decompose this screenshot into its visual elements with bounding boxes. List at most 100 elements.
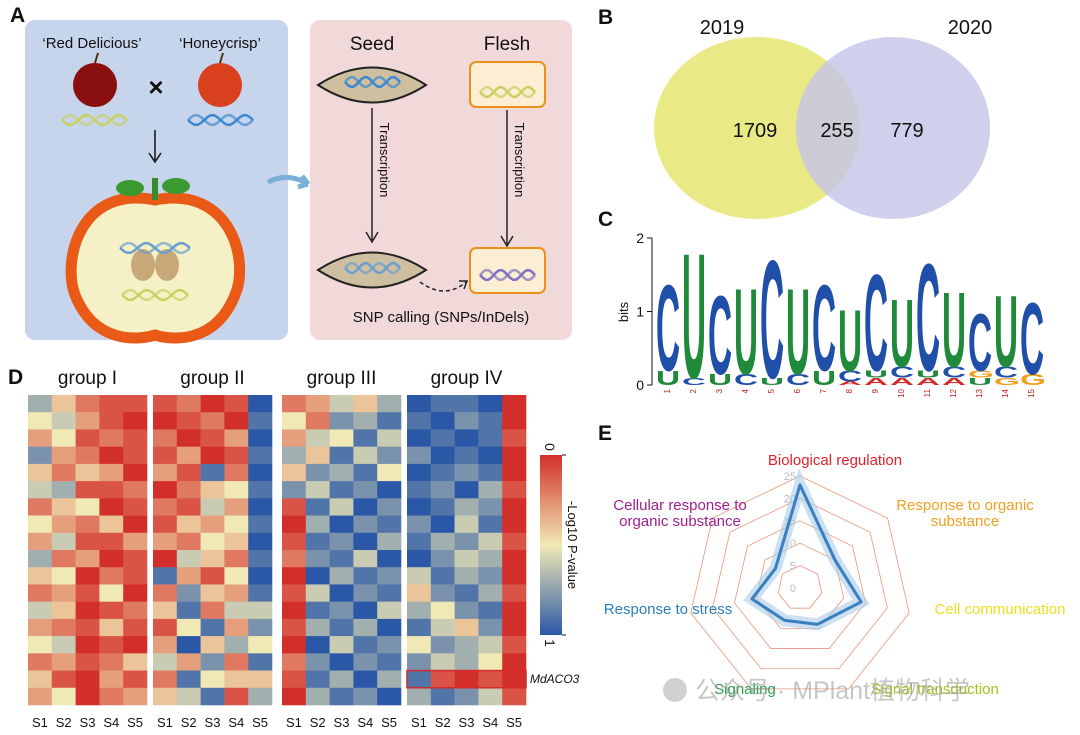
logo-letter: G <box>1020 372 1046 389</box>
heat-cell <box>51 601 76 620</box>
column-label: S3 <box>205 715 221 730</box>
heat-cell <box>305 446 330 465</box>
heat-cell <box>75 446 100 465</box>
x-tick-label: 14 <box>1001 388 1010 397</box>
heat-cell <box>248 584 273 602</box>
heat-cell <box>430 584 455 602</box>
logo-letter: U <box>656 367 680 390</box>
heat-cell <box>224 670 249 689</box>
heat-cell <box>123 395 148 413</box>
tissue-label: Flesh <box>484 34 530 55</box>
heat-cell <box>377 498 402 516</box>
heat-cell <box>502 601 527 620</box>
logo-letter: U <box>786 265 810 401</box>
heat-cell <box>51 481 76 499</box>
heat-cell <box>407 636 432 654</box>
heat-cell <box>176 463 201 482</box>
heat-cell <box>153 601 178 620</box>
heat-cell <box>407 481 432 499</box>
heat-cell <box>353 412 378 430</box>
logo-letter: C <box>890 365 914 382</box>
heat-cell <box>99 584 124 602</box>
heat-cell <box>99 670 124 689</box>
heat-cell <box>248 429 273 447</box>
heat-cell <box>28 429 53 447</box>
heat-cell <box>51 429 76 447</box>
x-tick-label: 5 <box>767 388 776 393</box>
heat-cell <box>51 584 76 602</box>
heat-cell <box>478 429 503 447</box>
heat-cell <box>454 618 479 637</box>
heat-cell <box>407 584 432 602</box>
heat-cell <box>478 532 503 551</box>
heat-cell <box>224 636 249 654</box>
heat-cell <box>282 567 307 585</box>
heat-cell <box>75 584 100 602</box>
dna <box>344 75 401 89</box>
heat-cell <box>377 687 402 706</box>
logo-letter: C <box>708 272 732 398</box>
logo-letter: A <box>942 376 966 387</box>
heat-cell <box>200 498 225 516</box>
heat-cell <box>28 567 53 585</box>
heat-cell <box>430 532 455 551</box>
heat-cell <box>478 601 503 620</box>
heat-cell <box>430 601 455 620</box>
heat-cell <box>430 498 455 516</box>
logo-letter: U <box>734 265 758 401</box>
logo-letter: C <box>734 372 758 389</box>
radar-glow <box>743 468 870 631</box>
heat-cell <box>353 653 378 671</box>
group-title: group II <box>180 368 244 389</box>
heat-cell <box>248 515 273 534</box>
heat-cell <box>200 618 225 637</box>
heat-cell <box>200 601 225 620</box>
logo-letter: C <box>838 368 862 385</box>
heat-cell <box>200 515 225 534</box>
heat-cell <box>75 429 100 447</box>
heat-cell <box>123 550 148 568</box>
heat-cell <box>353 532 378 551</box>
heat-cell <box>305 567 330 585</box>
heat-cell <box>353 429 378 447</box>
x-tick-label: 10 <box>897 388 906 397</box>
x-tick-label: 2 <box>689 388 698 393</box>
heat-cell <box>224 463 249 482</box>
heat-cell <box>28 636 53 654</box>
apple <box>198 63 242 107</box>
heat-cell <box>153 687 178 706</box>
heat-cell <box>200 412 225 430</box>
logo-letter: U <box>916 369 940 380</box>
heat-cell <box>478 463 503 482</box>
column-label: S1 <box>32 715 48 730</box>
heat-cell <box>407 395 432 413</box>
heat-cell <box>224 429 249 447</box>
heat-cell <box>99 687 124 706</box>
heat-cell <box>224 532 249 551</box>
heat-cell <box>305 481 330 499</box>
heat-cell <box>478 636 503 654</box>
heat-cell <box>28 601 53 620</box>
heat-cell <box>353 498 378 516</box>
heat-cell <box>248 550 273 568</box>
seed <box>131 249 155 281</box>
heat-cell <box>377 618 402 637</box>
heat-cell <box>454 532 479 551</box>
watermark: 公众号 · MPlant植物科学 <box>695 677 970 705</box>
heat-cell <box>28 412 53 430</box>
heat-cell <box>224 498 249 516</box>
heat-cell <box>51 687 76 706</box>
logo-letter: U <box>942 269 966 389</box>
heat-cell <box>123 481 148 499</box>
heat-cell <box>28 498 53 516</box>
heat-cell <box>75 618 100 637</box>
heat-cell <box>99 636 124 654</box>
axis-label: Signaling <box>714 681 776 698</box>
heat-cell <box>75 601 100 620</box>
heat-cell <box>377 567 402 585</box>
heat-cell <box>248 618 273 637</box>
heat-cell <box>28 446 53 465</box>
axis-label: organic substance <box>619 513 741 530</box>
panel-label: E <box>598 422 612 445</box>
